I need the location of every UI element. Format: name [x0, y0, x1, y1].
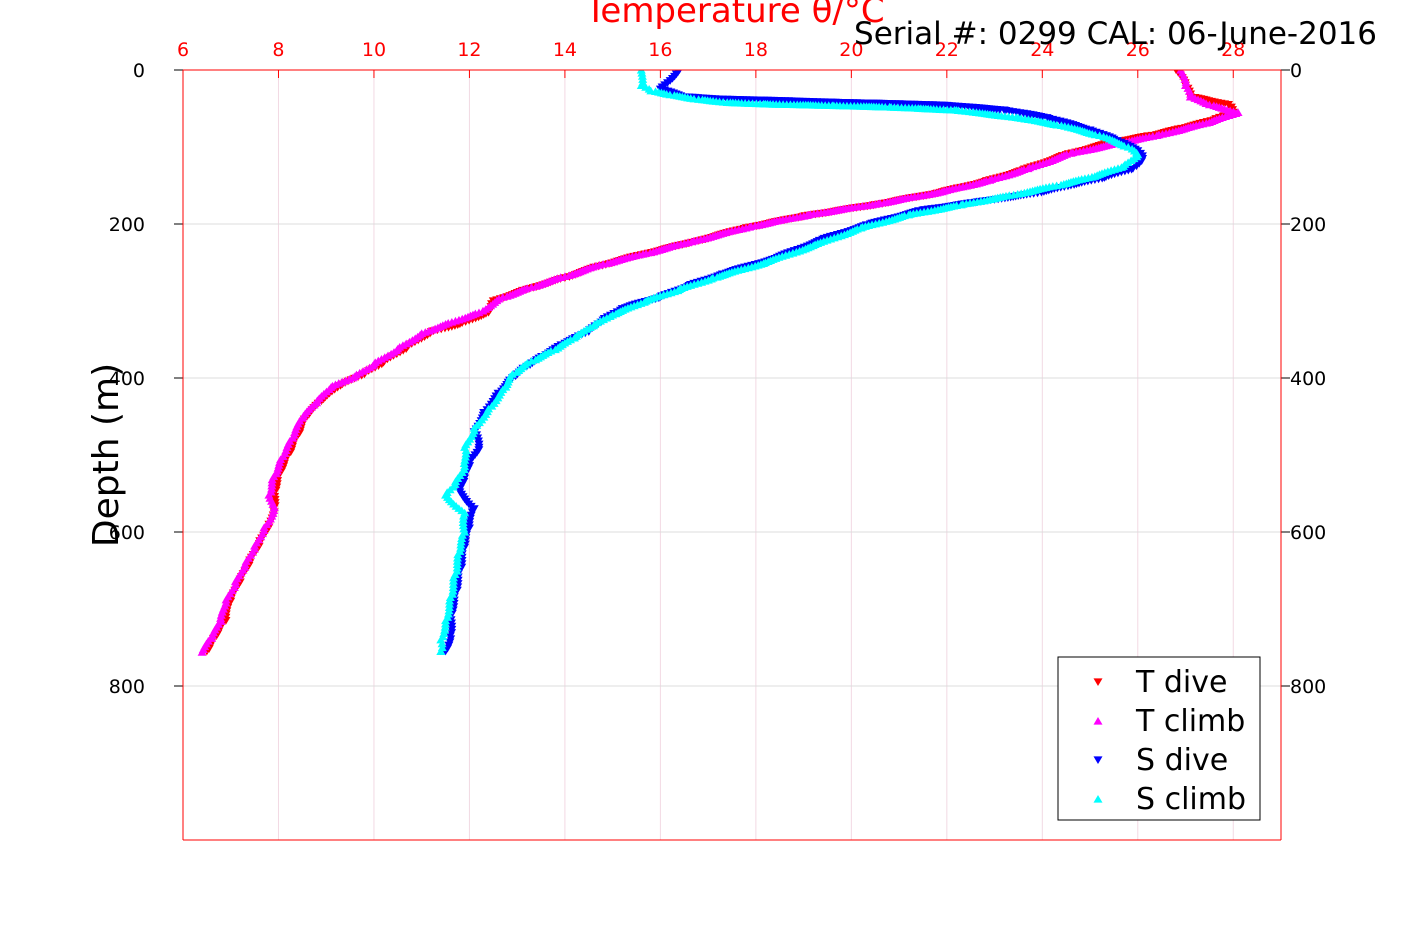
legend-marker	[1093, 756, 1103, 765]
data-point	[459, 459, 469, 467]
y-tick-label-left: 200	[109, 214, 145, 236]
x-tick-label: 20	[839, 39, 863, 61]
data-point	[1181, 78, 1191, 86]
x-tick-label: 8	[272, 39, 284, 61]
legend-label: S climb	[1136, 782, 1246, 817]
x-tick-label: 22	[935, 39, 959, 61]
data-point	[440, 622, 450, 631]
data-point	[216, 611, 226, 619]
legend-label: T dive	[1135, 665, 1227, 700]
y-tick-label-left: 0	[133, 60, 145, 82]
y-tick-label-left: 600	[109, 522, 145, 544]
y-tick-label-right: 200	[1290, 214, 1326, 236]
y-tick-label-right: 0	[1290, 60, 1302, 82]
chart-title: Temperature θ/°C	[584, 0, 884, 31]
y-tick-label-right: 600	[1290, 522, 1326, 544]
y-tick-label-left: 800	[109, 676, 145, 698]
legend-label: T climb	[1135, 704, 1245, 739]
data-point	[448, 586, 458, 595]
data-point	[444, 603, 454, 611]
y-tick-label-right: 400	[1290, 368, 1326, 390]
series-layer	[197, 70, 1243, 656]
data-point	[436, 647, 446, 655]
x-tick-label: 6	[177, 39, 189, 61]
data-point	[457, 534, 467, 543]
legend-box	[1057, 656, 1261, 821]
x-tick-label: 12	[457, 39, 481, 61]
legend-marker	[1093, 678, 1103, 687]
legend: T dive T climb S dive S climb	[1057, 656, 1261, 821]
x-tick-label: 10	[362, 39, 386, 61]
x-tick-label: 16	[648, 39, 672, 61]
data-point	[197, 648, 207, 656]
y-tick-label-left: 400	[109, 368, 145, 390]
series-t-climb	[197, 70, 1243, 656]
y-tick-label-right: 800	[1290, 676, 1326, 698]
data-point	[269, 503, 279, 511]
data-point	[460, 456, 470, 464]
data-point	[460, 452, 470, 461]
data-point	[437, 639, 447, 648]
x-tick-label: 24	[1030, 39, 1054, 61]
data-point	[267, 484, 277, 493]
data-point	[444, 606, 454, 615]
legend-marker	[1093, 716, 1103, 725]
legend-items: T dive T climb S dive S climb	[1093, 665, 1246, 817]
serial-annotation: Serial #: 0299 CAL: 06-June-2016	[854, 16, 1377, 52]
x-tick-label: 26	[1126, 39, 1150, 61]
tick-labels: 6 8 10 12 14 16 18 20 22 24 26 28 0 0 200 200 400 400 600 6…	[109, 39, 1327, 698]
axes	[174, 69, 1290, 841]
x-tick-label: 18	[744, 39, 768, 61]
data-point	[445, 593, 455, 602]
legend-label: S dive	[1136, 743, 1228, 778]
data-point	[456, 543, 466, 552]
data-point	[453, 550, 463, 559]
data-point	[461, 449, 471, 458]
data-point	[216, 614, 226, 622]
data-point	[458, 521, 468, 530]
series-s-climb	[436, 70, 1143, 655]
x-tick-label: 14	[553, 39, 577, 61]
x-tick-label: 28	[1221, 39, 1245, 61]
y-axis-label: Depth (m)	[86, 363, 127, 547]
legend-marker	[1093, 794, 1103, 803]
